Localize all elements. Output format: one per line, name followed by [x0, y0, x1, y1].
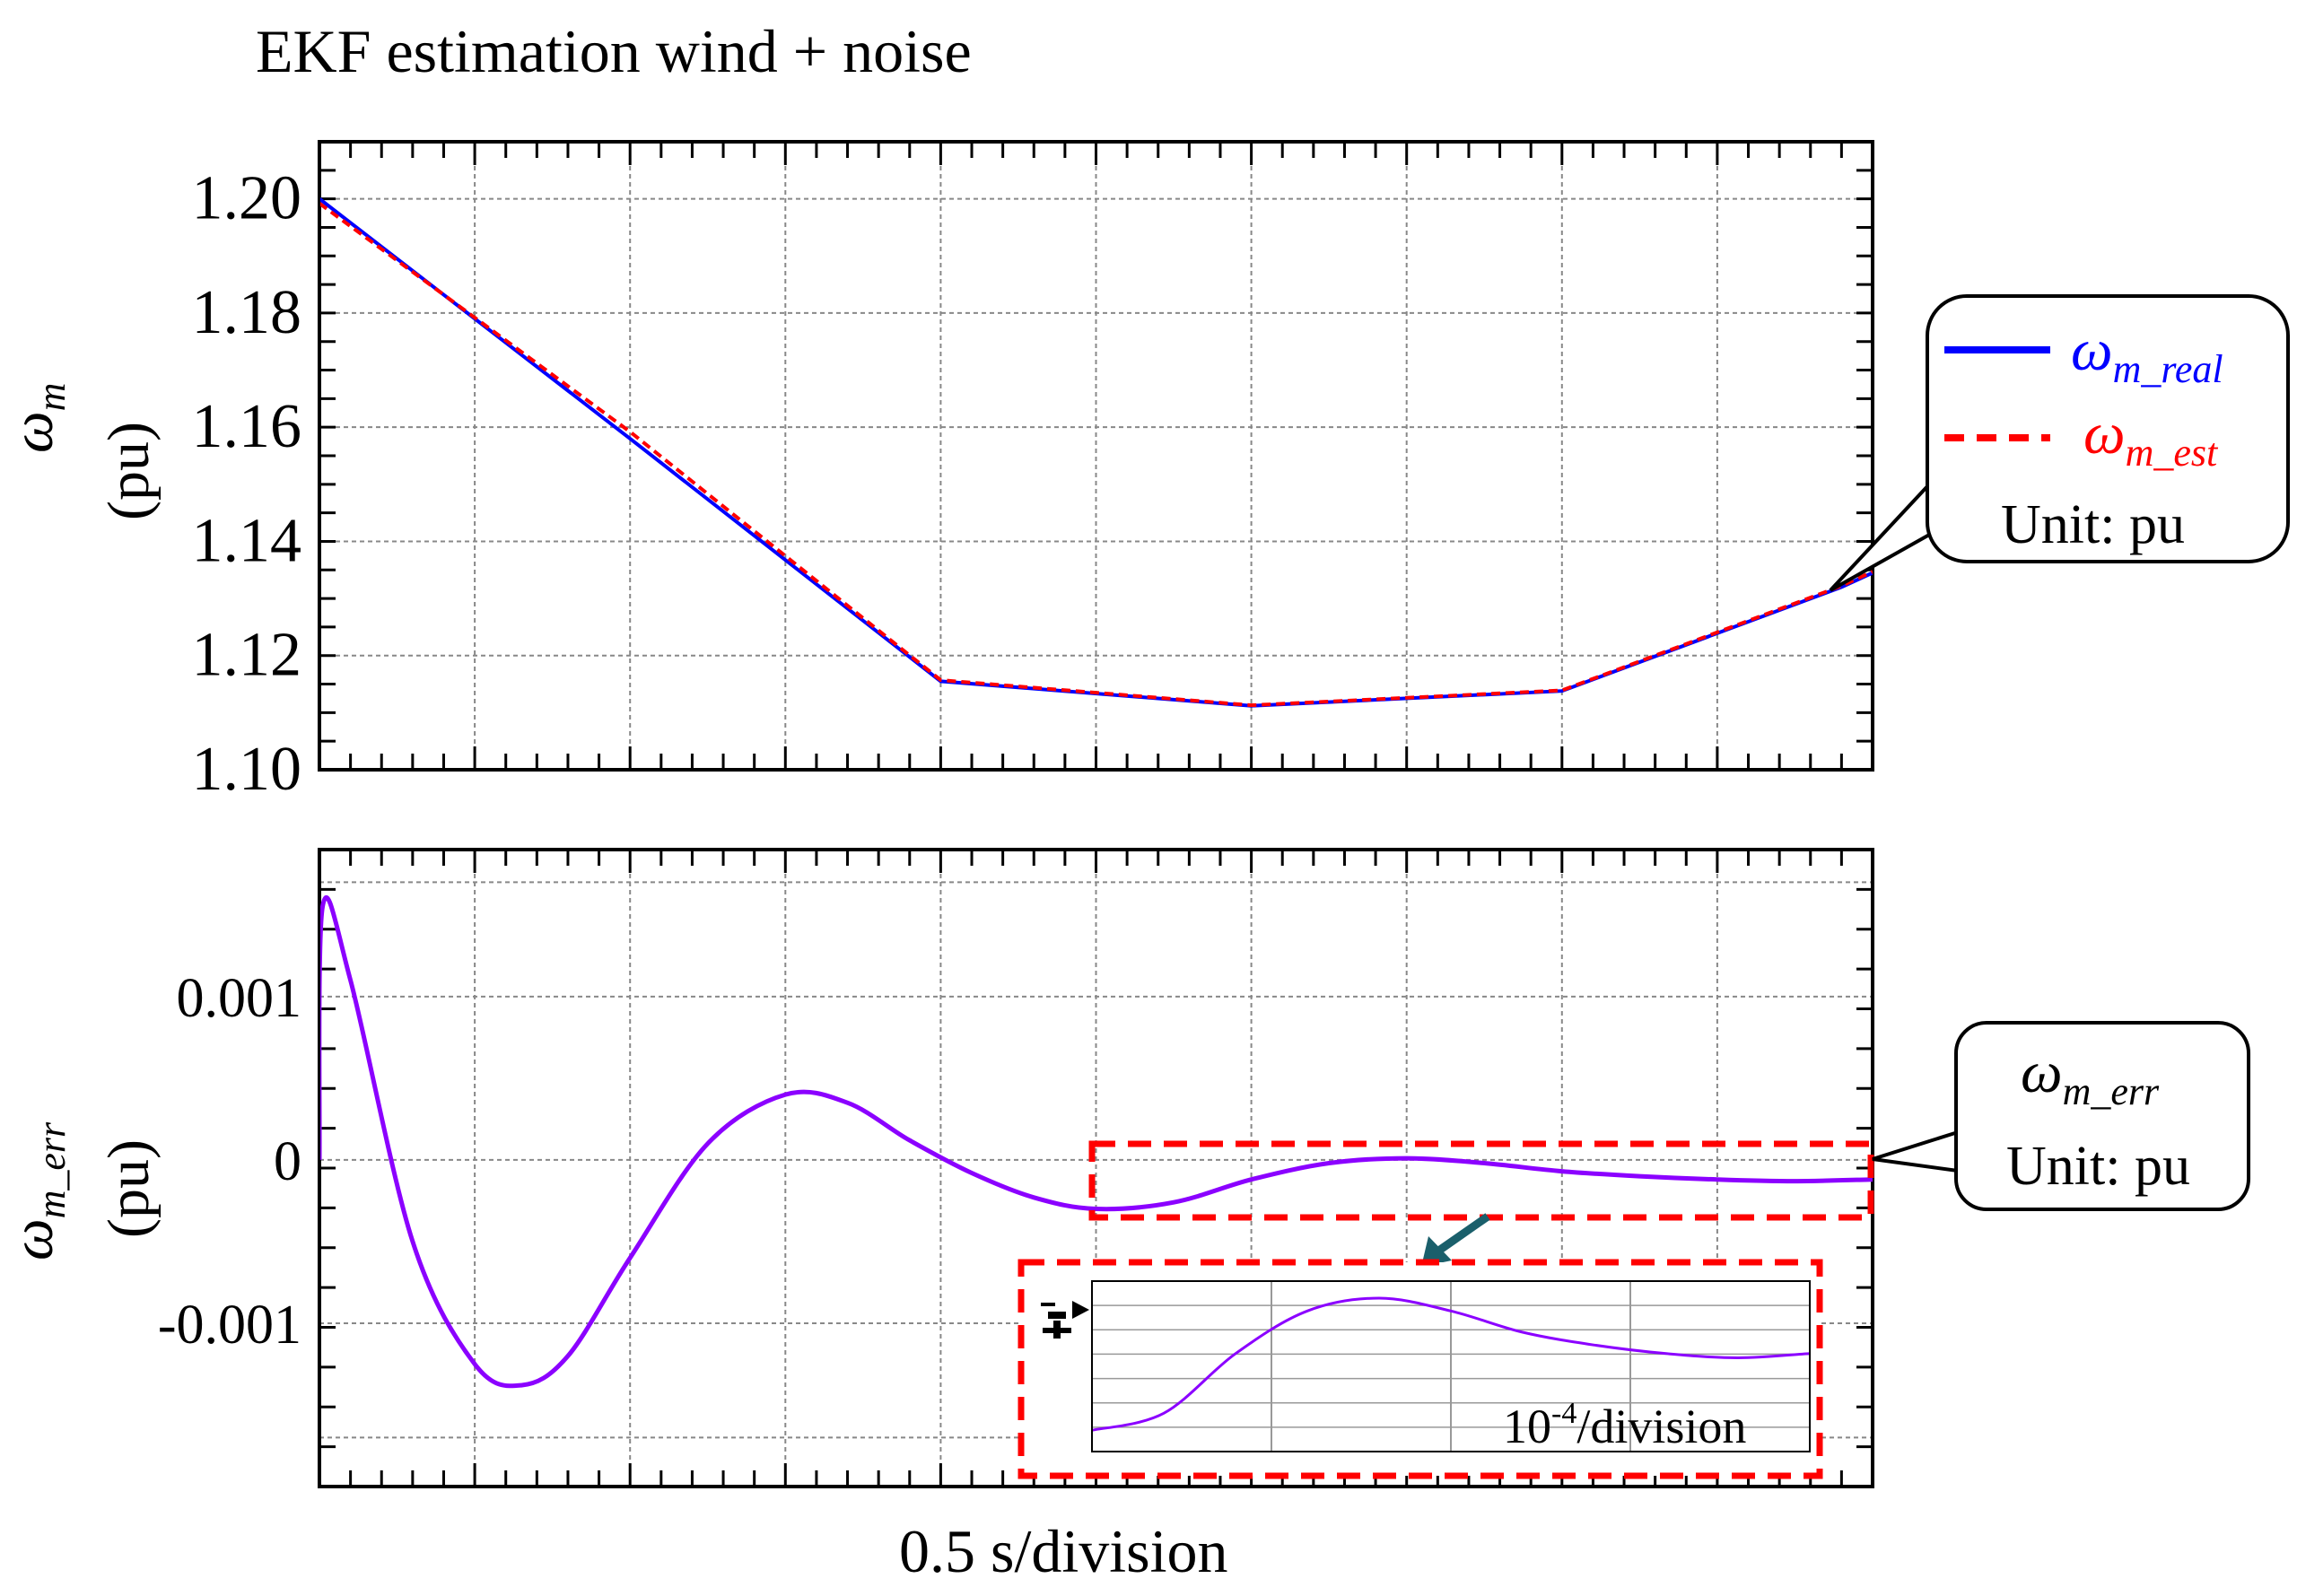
speed-ylabel-symbol: ω [0, 411, 66, 453]
speed-y-axis-label: ωm (pu) [0, 383, 162, 520]
error-y-tick-labels: 0.001 0 -0.001 [158, 968, 301, 1356]
chart-title: EKF estimation wind + noise [256, 17, 972, 85]
inset-scale-label: 10-4/division [1503, 1397, 1746, 1453]
speed-legend: ωm_real ωm_est Unit: pu [1830, 296, 2288, 590]
y-tick-label: 1.16 [192, 392, 302, 461]
error-callout-sub: m_err [2063, 1069, 2160, 1113]
speed-ylabel-sub: m [30, 383, 74, 412]
legend-callout-pointer [1830, 484, 1931, 590]
error-ylabel-unit: (pu) [96, 1139, 162, 1238]
speed-y-tick-labels: 1.20 1.18 1.16 1.14 1.12 1.10 [192, 164, 302, 804]
error-ylabel-symbol: ω [0, 1218, 66, 1260]
inset-scale-base: 10 [1503, 1400, 1551, 1453]
y-tick-label: 0.001 [177, 968, 302, 1029]
speed-ylabel-unit: (pu) [96, 422, 162, 520]
inset-scale-exp: -4 [1551, 1397, 1576, 1430]
zoom-inset: 10-4/division [1021, 1262, 1820, 1476]
y-tick-label: 1.18 [192, 278, 302, 347]
y-tick-label: 1.12 [192, 621, 302, 690]
error-ylabel-symbol-text: ωm_err [0, 1121, 74, 1260]
error-y-axis-label: ωm_err (pu) [0, 1121, 162, 1260]
legend-unit: Unit: pu [2001, 494, 2185, 555]
zoom-arrow-shaft [1440, 1217, 1488, 1250]
error-ylabel-sub: m_err [30, 1121, 74, 1218]
y-tick-label: -0.001 [158, 1295, 301, 1356]
y-tick-label: 0 [274, 1131, 301, 1192]
error-callout-pointer [1873, 1132, 1958, 1171]
error-callout: ωm_err Unit: pu [1873, 1023, 2249, 1209]
speed-grid [319, 142, 1873, 770]
y-tick-label: 1.14 [192, 506, 302, 575]
error-callout-symbol: ω [2021, 1040, 2063, 1105]
error-callout-unit: Unit: pu [2006, 1136, 2190, 1197]
legend-real-symbol: ω [2071, 318, 2113, 383]
legend-real-sub: m_real [2113, 347, 2223, 391]
speed-panel: 1.201.181.161.141.121.10 ωm (pu) ωm_real… [0, 142, 2288, 804]
figure: EKF estimation wind + noise 1.20 1.18 1.16… [0, 0, 2297, 1596]
speed-ylabel-symbol-text: ωm [0, 383, 74, 453]
y-tick-label: 1.20 [192, 164, 302, 233]
y-tick-label: 1.10 [192, 735, 302, 804]
legend-est-sub: m_est [2126, 431, 2219, 475]
legend-est-symbol: ω [2083, 401, 2126, 467]
inset-scale-suffix: /division [1576, 1400, 1746, 1453]
x-axis-label: 0.5 s/division [899, 1517, 1228, 1585]
